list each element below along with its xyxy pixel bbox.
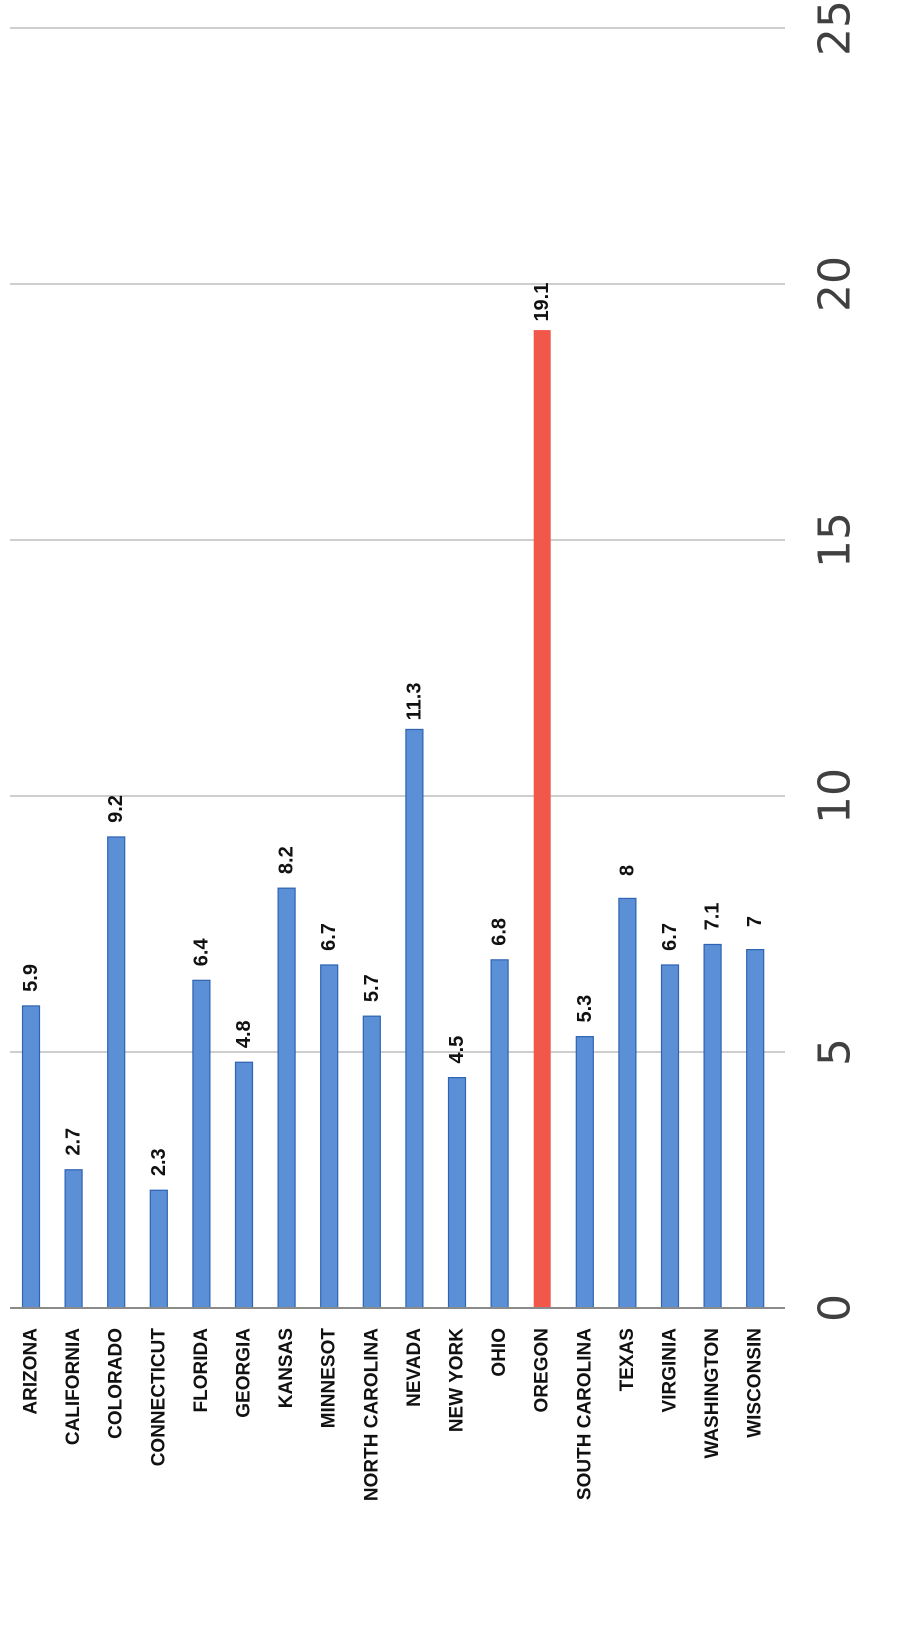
data-label: 4.8	[233, 1020, 255, 1048]
bar	[405, 728, 424, 1309]
gridlines	[10, 27, 785, 1053]
tick-label: 0	[810, 1294, 861, 1322]
tick-label: 10	[810, 768, 861, 824]
category-label: NEVADA	[404, 1328, 425, 1407]
data-label: 4.5	[446, 1036, 468, 1064]
category-label: CALIFORNIA	[63, 1328, 84, 1445]
data-label: 5.3	[574, 995, 596, 1023]
bar	[618, 897, 637, 1309]
data-label: 6.4	[190, 938, 212, 967]
tick-label: 25	[810, 0, 861, 56]
category-label: COLORADO	[106, 1328, 127, 1439]
bar	[107, 836, 126, 1309]
category-label: GEORGIA	[234, 1328, 255, 1418]
category-label: NEW YORK	[447, 1328, 468, 1432]
category-label: OREGON	[532, 1328, 553, 1412]
bar	[192, 979, 211, 1309]
data-label: 9.2	[105, 795, 127, 823]
data-labels: 5.9 2.7 9.2 2.3 6.4 4.8 8.2 6.7 5.7 11.3 4.5 6.8 19.…	[20, 283, 766, 1177]
category-label: FLORIDA	[191, 1328, 212, 1413]
tick-label: 5	[810, 1038, 861, 1066]
data-label: 8.2	[276, 846, 298, 874]
bar	[490, 959, 509, 1309]
bar	[660, 964, 680, 1309]
category-label: WISCONSIN	[745, 1328, 766, 1438]
bars	[21, 330, 765, 1309]
category-label: TEXAS	[617, 1328, 638, 1391]
data-label: 5.9	[20, 964, 42, 992]
category-label: VIRGINIA	[660, 1328, 681, 1413]
category-label: MINNESOT	[319, 1328, 340, 1429]
data-label: 7	[744, 916, 766, 927]
category-label: CONNECTICUT	[148, 1328, 169, 1467]
bar	[320, 964, 339, 1309]
data-label: 19.1	[531, 283, 553, 322]
data-label: 6.7	[318, 923, 340, 951]
category-labels: ARIZONA CALIFORNIA COLORADO CONNECTICUT FLOR…	[21, 1328, 766, 1502]
data-label: 6.7	[659, 923, 681, 951]
tick-label: 15	[810, 512, 861, 568]
category-label: OHIO	[489, 1328, 510, 1377]
bar	[703, 943, 722, 1309]
bar	[447, 1076, 467, 1309]
tick-labels: 0 5 10 15 20 25	[810, 0, 861, 1322]
category-label: NORTH CAROLINA	[361, 1328, 382, 1501]
category-label: SOUTH CAROLINA	[574, 1328, 595, 1500]
category-label: ARIZONA	[21, 1328, 42, 1415]
category-label: WASHINGTON	[702, 1328, 723, 1459]
tick-label: 20	[810, 256, 861, 312]
bar	[234, 1061, 254, 1309]
bar	[575, 1036, 594, 1309]
data-label: 8	[616, 865, 638, 876]
data-label: 7.1	[702, 903, 724, 931]
category-label: KANSAS	[276, 1328, 297, 1408]
bar	[533, 330, 551, 1309]
data-label: 2.7	[63, 1128, 85, 1156]
data-label: 6.8	[489, 918, 511, 946]
data-label: 11.3	[403, 683, 425, 721]
bar	[277, 887, 296, 1309]
data-label: 2.3	[148, 1148, 170, 1176]
bar	[746, 948, 765, 1309]
data-label: 5.7	[361, 974, 383, 1002]
bar	[21, 1005, 41, 1309]
bar	[362, 1015, 381, 1309]
bar	[149, 1189, 168, 1309]
bar	[64, 1169, 83, 1309]
